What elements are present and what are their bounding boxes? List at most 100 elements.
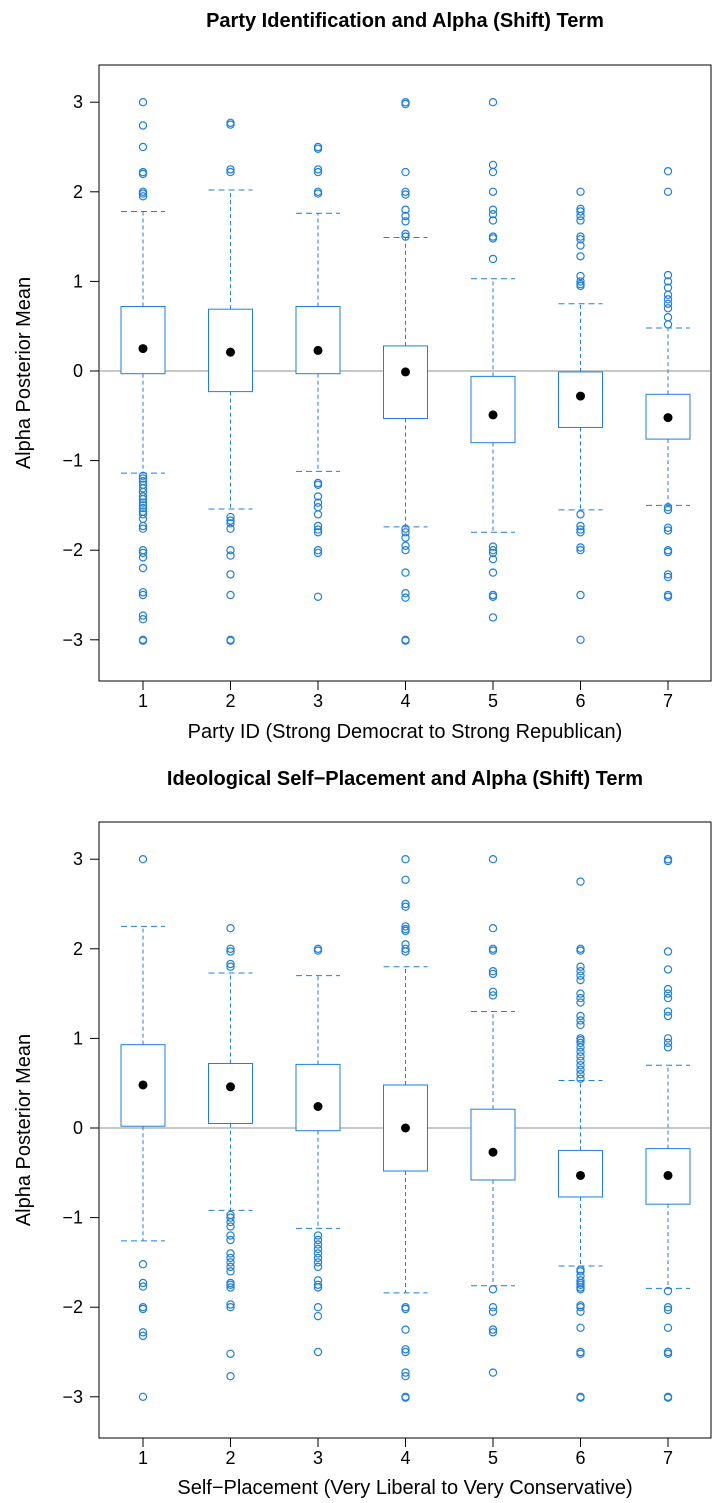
outlier-point — [576, 967, 585, 976]
outlier-point — [488, 1325, 498, 1334]
outlier-point — [138, 510, 148, 519]
outlier-point — [576, 971, 585, 980]
outlier-point — [226, 636, 235, 645]
iqr-box — [470, 375, 516, 444]
outlier-point — [313, 1240, 323, 1249]
box-3 — [295, 142, 341, 601]
outlier-point — [663, 1043, 673, 1052]
outlier-point — [663, 1007, 673, 1016]
median-point — [576, 391, 585, 401]
outlier-point — [576, 241, 585, 250]
outlier-point — [663, 166, 673, 176]
iqr-box — [120, 305, 166, 375]
outlier-point — [313, 1280, 323, 1290]
outlier-point — [138, 142, 148, 152]
outlier-point — [313, 1253, 323, 1263]
outlier-point — [401, 541, 410, 550]
median-point — [488, 1147, 498, 1157]
outlier-point — [488, 548, 498, 558]
outlier-point — [576, 1307, 585, 1316]
outlier-point — [313, 548, 323, 558]
outlier-point — [576, 521, 585, 531]
outlier-point — [226, 120, 235, 129]
outlier-point — [663, 523, 673, 533]
outlier-point — [226, 1371, 235, 1381]
outlier-point — [488, 946, 498, 955]
outlier-point — [488, 568, 498, 577]
outlier-point — [138, 121, 148, 130]
outlier-point — [226, 1349, 235, 1358]
y-tick-label: −2 — [62, 540, 83, 560]
box-4 — [383, 97, 428, 645]
outlier-point — [576, 993, 585, 1003]
outlier-point — [488, 987, 498, 997]
outlier-point — [401, 229, 410, 239]
x-axis: 1 2 3 4 5 6 7 — [138, 681, 673, 711]
y-tick-label: 0 — [73, 361, 83, 381]
box-3 — [295, 944, 341, 1357]
y-axis: −3 −2 −1 0 1 2 3 — [62, 849, 99, 1407]
outlier-point — [138, 1392, 148, 1402]
outlier-point — [576, 281, 585, 291]
outlier-point — [663, 1323, 673, 1333]
y-tick-label: 1 — [73, 1028, 83, 1048]
outlier-point — [401, 1368, 410, 1377]
outlier-point — [663, 313, 673, 322]
chart-title: Ideological Self−Placement and Alpha (Sh… — [167, 768, 643, 790]
outlier-point — [663, 502, 673, 512]
outlier-point — [226, 524, 235, 533]
outlier-point — [576, 1280, 585, 1290]
outlier-point — [663, 989, 673, 998]
outlier-point — [663, 187, 673, 196]
x-tick-label: 2 — [225, 1448, 235, 1468]
x-axis: 1 2 3 4 5 6 7 — [138, 1438, 673, 1468]
y-tick-label: −3 — [62, 630, 83, 650]
median-point — [663, 1170, 673, 1180]
outlier-point — [401, 1371, 410, 1381]
outlier-point — [401, 636, 410, 645]
outlier-point — [401, 99, 410, 109]
outlier-point — [226, 1231, 235, 1240]
outlier-point — [138, 189, 148, 198]
outlier-point — [576, 998, 585, 1007]
outlier-point — [313, 480, 323, 489]
outlier-point — [576, 590, 585, 600]
outlier-point — [138, 636, 148, 645]
outlier-point — [576, 1323, 585, 1333]
outlier-point — [138, 169, 148, 179]
outlier-point — [401, 232, 410, 241]
median-point — [313, 1101, 323, 1111]
outlier-point — [313, 1347, 323, 1357]
outlier-point — [401, 1347, 410, 1357]
outlier-point — [576, 1011, 585, 1021]
outlier-point — [488, 554, 498, 564]
outlier-point — [488, 167, 498, 177]
outlier-point — [226, 1302, 235, 1312]
box-1 — [120, 97, 166, 645]
outlier-point — [138, 548, 148, 558]
outlier-point — [576, 1016, 585, 1025]
x-tick-label: 5 — [488, 691, 498, 711]
box-2 — [208, 118, 253, 645]
box-series — [120, 855, 691, 1402]
outlier-point — [313, 1244, 323, 1254]
outlier-point — [138, 498, 148, 507]
outlier-point — [576, 1065, 585, 1074]
outlier-point — [663, 299, 673, 308]
outlier-point — [576, 271, 585, 281]
outlier-point — [226, 570, 235, 579]
median-point — [401, 367, 410, 377]
outlier-point — [401, 944, 410, 954]
outlier-point — [576, 252, 585, 261]
outlier-point — [663, 320, 673, 329]
box-5 — [470, 855, 516, 1377]
outlier-point — [663, 1393, 673, 1402]
outlier-point — [138, 553, 148, 562]
outlier-point — [313, 492, 323, 501]
outlier-point — [226, 519, 235, 528]
outlier-point — [313, 1302, 323, 1312]
outlier-point — [663, 1038, 673, 1048]
outlier-point — [576, 277, 585, 286]
outlier-point — [313, 189, 323, 198]
outlier-point — [663, 1034, 673, 1043]
